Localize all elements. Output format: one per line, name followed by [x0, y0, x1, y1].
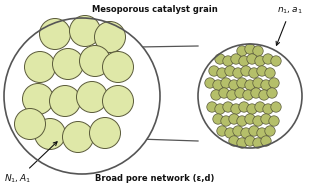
- Circle shape: [229, 80, 239, 90]
- Circle shape: [205, 78, 215, 88]
- Circle shape: [102, 51, 134, 83]
- Circle shape: [221, 78, 231, 88]
- Circle shape: [265, 68, 275, 78]
- Circle shape: [237, 46, 247, 56]
- Circle shape: [237, 138, 247, 148]
- Circle shape: [229, 114, 239, 124]
- Circle shape: [217, 68, 227, 78]
- Text: $n_1, a_1$: $n_1, a_1$: [276, 6, 303, 45]
- Circle shape: [79, 46, 111, 77]
- Circle shape: [239, 56, 249, 66]
- Circle shape: [245, 80, 255, 90]
- Circle shape: [62, 122, 94, 153]
- Text: Mesoporous catalyst grain: Mesoporous catalyst grain: [92, 5, 218, 14]
- Circle shape: [14, 108, 45, 139]
- Circle shape: [223, 102, 233, 112]
- Circle shape: [94, 22, 125, 53]
- Circle shape: [247, 104, 257, 114]
- Circle shape: [219, 88, 229, 98]
- Circle shape: [229, 136, 239, 146]
- Circle shape: [213, 114, 223, 124]
- Circle shape: [245, 44, 255, 54]
- Circle shape: [221, 116, 231, 126]
- Circle shape: [231, 104, 241, 114]
- Circle shape: [35, 119, 66, 149]
- Circle shape: [209, 66, 219, 76]
- Circle shape: [261, 114, 271, 124]
- Circle shape: [225, 128, 235, 138]
- Circle shape: [241, 66, 251, 76]
- Circle shape: [102, 85, 134, 116]
- Circle shape: [217, 126, 227, 136]
- Circle shape: [263, 104, 273, 114]
- Circle shape: [25, 51, 55, 83]
- Circle shape: [263, 54, 273, 64]
- Circle shape: [253, 138, 263, 148]
- Circle shape: [215, 104, 225, 114]
- Circle shape: [259, 90, 269, 100]
- Circle shape: [261, 136, 271, 146]
- Circle shape: [4, 18, 160, 174]
- Circle shape: [237, 116, 247, 126]
- Text: Broad pore network (ε,d): Broad pore network (ε,d): [95, 174, 215, 183]
- Circle shape: [269, 116, 279, 126]
- Circle shape: [257, 66, 267, 76]
- Circle shape: [53, 49, 83, 80]
- Circle shape: [251, 88, 261, 98]
- Circle shape: [253, 46, 263, 56]
- Circle shape: [207, 102, 217, 112]
- Circle shape: [225, 66, 235, 76]
- Circle shape: [261, 80, 271, 90]
- Circle shape: [271, 56, 281, 66]
- Circle shape: [249, 68, 259, 78]
- Circle shape: [265, 126, 275, 136]
- Circle shape: [233, 68, 243, 78]
- Circle shape: [257, 128, 267, 138]
- Circle shape: [247, 54, 257, 64]
- Circle shape: [267, 88, 277, 98]
- Circle shape: [49, 85, 81, 116]
- Circle shape: [215, 54, 225, 64]
- Circle shape: [70, 15, 100, 46]
- Circle shape: [269, 78, 279, 88]
- Circle shape: [255, 56, 265, 66]
- Circle shape: [239, 102, 249, 112]
- Circle shape: [211, 90, 221, 100]
- Circle shape: [243, 90, 253, 100]
- Circle shape: [77, 81, 107, 112]
- Circle shape: [253, 78, 263, 88]
- Circle shape: [253, 116, 263, 126]
- Circle shape: [233, 126, 243, 136]
- Circle shape: [237, 78, 247, 88]
- Circle shape: [271, 102, 281, 112]
- Circle shape: [22, 84, 54, 115]
- Circle shape: [245, 114, 255, 124]
- Circle shape: [223, 56, 233, 66]
- Circle shape: [235, 88, 245, 98]
- Circle shape: [255, 102, 265, 112]
- Circle shape: [198, 44, 302, 148]
- Circle shape: [39, 19, 71, 50]
- Circle shape: [89, 118, 121, 149]
- Circle shape: [213, 80, 223, 90]
- Circle shape: [249, 126, 259, 136]
- Circle shape: [241, 128, 251, 138]
- Circle shape: [245, 136, 255, 146]
- Circle shape: [231, 54, 241, 64]
- Text: $N_1, A_1$: $N_1, A_1$: [4, 142, 57, 185]
- Circle shape: [227, 90, 237, 100]
